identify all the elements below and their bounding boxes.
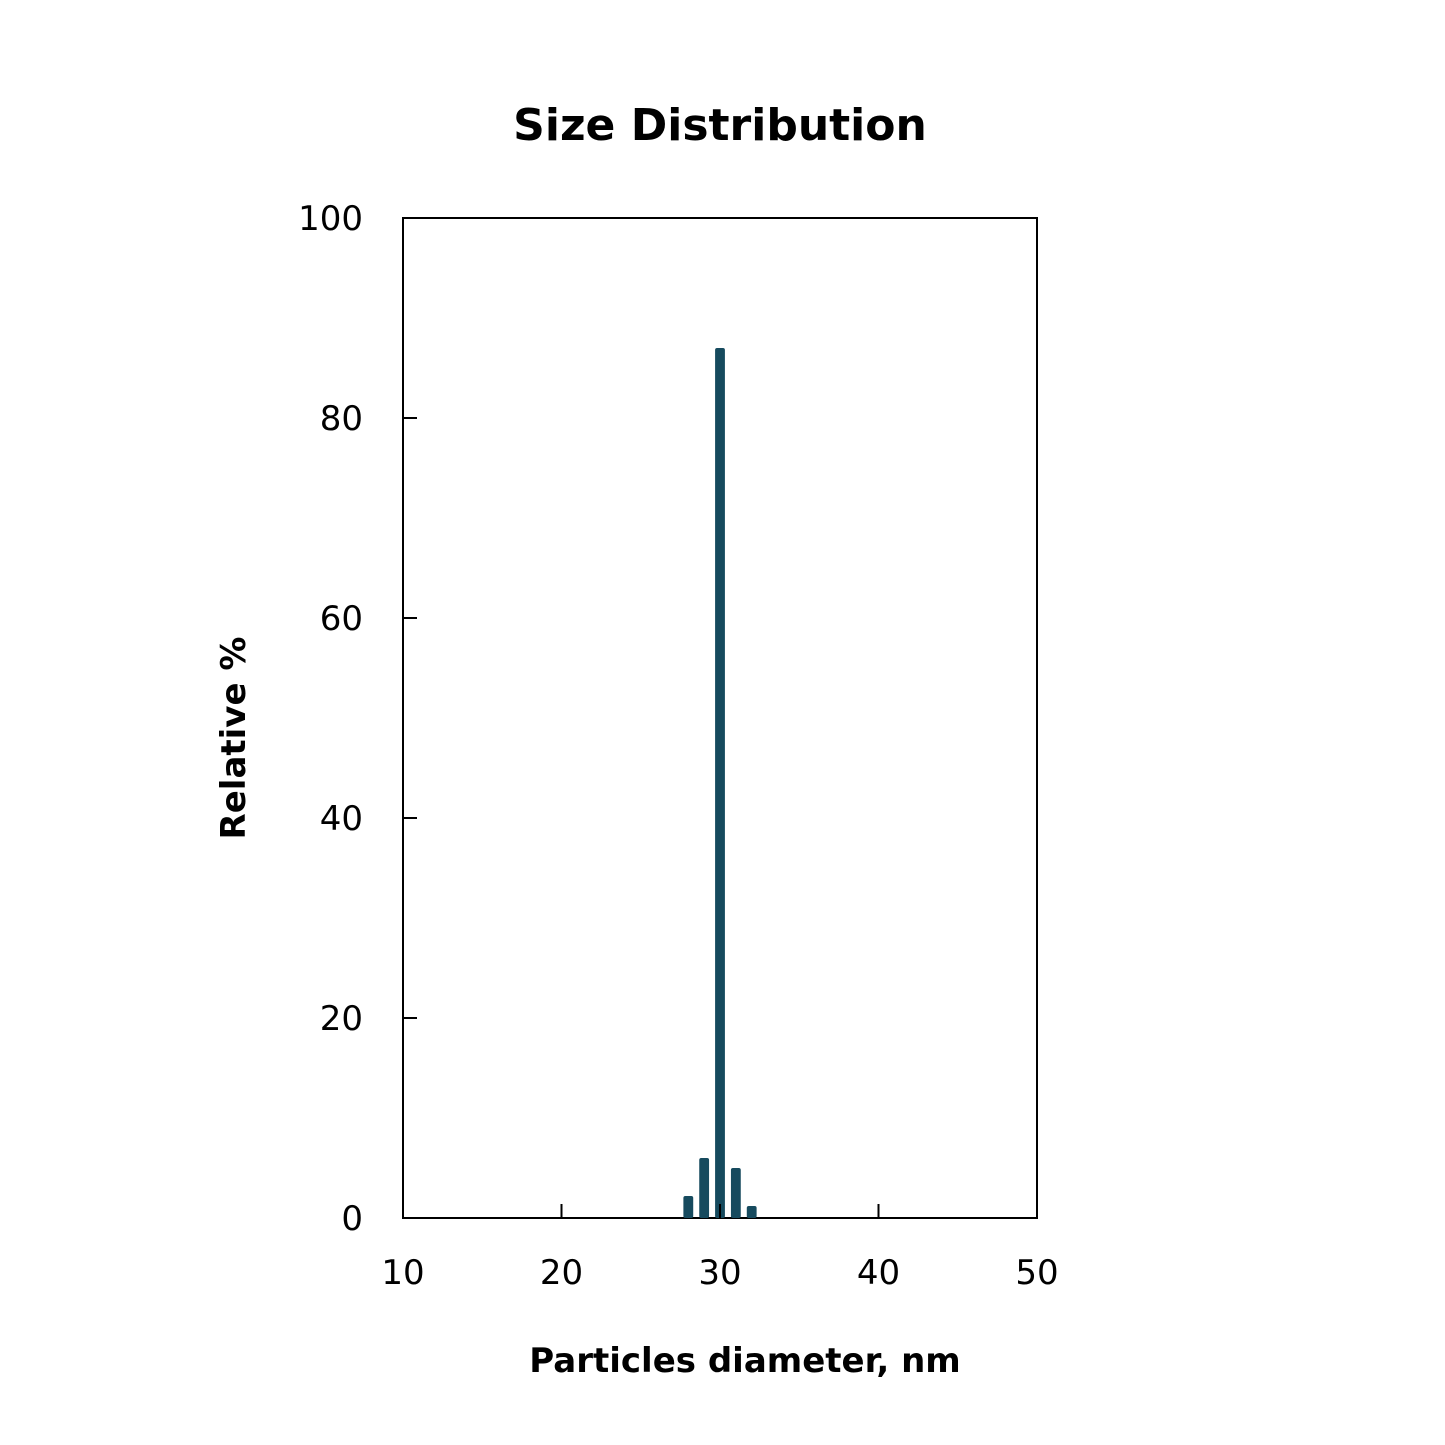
y-tick-label: 20	[320, 999, 363, 1039]
bar	[683, 1196, 694, 1218]
x-axis-title: Particles diameter, nm	[529, 1341, 960, 1381]
x-tick-label: 10	[381, 1253, 424, 1293]
y-tick-label: 100	[298, 199, 363, 239]
y-tick-label: 0	[341, 1199, 363, 1239]
x-tick-label: 50	[1015, 1253, 1058, 1293]
chart-title: Size Distribution	[513, 100, 927, 151]
bar	[730, 1168, 741, 1218]
bar	[746, 1206, 757, 1218]
bar	[699, 1158, 710, 1218]
x-tick-label: 20	[540, 1253, 583, 1293]
y-tick-label: 80	[320, 399, 363, 439]
y-tick-label: 60	[320, 599, 363, 639]
y-axis-title: Relative %	[214, 637, 254, 840]
y-tick-label: 40	[320, 799, 363, 839]
x-tick-label: 40	[857, 1253, 900, 1293]
bar	[715, 348, 725, 1218]
x-tick-label: 30	[698, 1253, 741, 1293]
plot-area: 0 20 40 60 80 100 10 20 30 40 50	[298, 199, 1059, 1293]
